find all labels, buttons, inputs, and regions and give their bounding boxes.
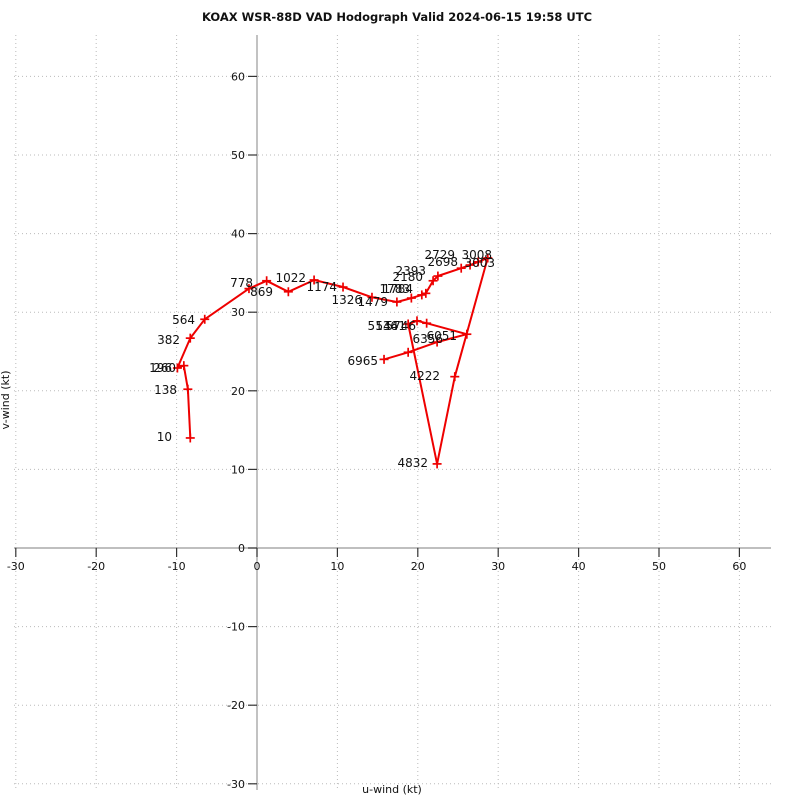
y-tick-label: 40 [231, 228, 245, 241]
y-tick-label: -20 [227, 699, 245, 712]
height-label: 6965 [347, 354, 378, 368]
height-label: 5136 [367, 319, 398, 333]
height-label: 1326 [331, 293, 362, 307]
y-tick-label: 10 [231, 463, 245, 476]
height-label: 2393 [395, 264, 426, 278]
y-tick-label: 20 [231, 385, 245, 398]
height-label: 778 [230, 276, 253, 290]
grid-layer [14, 35, 771, 790]
height-label: 2729 [424, 248, 455, 262]
x-tick-label: -30 [7, 560, 25, 573]
x-tick-label: 50 [652, 560, 666, 573]
x-tick-label: -10 [168, 560, 186, 573]
y-axis-label: v-wind (kt) [0, 371, 12, 430]
y-tick-label: -30 [227, 778, 245, 791]
wind-profile-series [172, 253, 493, 469]
height-label: 260 [153, 361, 176, 375]
x-tick-label: 10 [330, 560, 344, 573]
y-tick-label: 60 [231, 70, 245, 83]
height-label: 3008 [461, 248, 492, 262]
height-label: 3003 [464, 256, 495, 270]
height-label: 4832 [397, 456, 428, 470]
y-tick-label: 0 [238, 542, 245, 555]
height-label: 10 [157, 430, 172, 444]
height-label: 2698 [427, 255, 458, 269]
chart-title: KOAX WSR-88D VAD Hodograph Valid 2024-06… [202, 10, 592, 24]
height-label: 196 [149, 361, 172, 375]
axis-layer [14, 35, 771, 790]
x-tick-label: 40 [572, 560, 586, 573]
x-tick-label: 20 [411, 560, 425, 573]
height-label: 564 [172, 313, 195, 327]
height-label: 1174 [306, 280, 337, 294]
height-label: 4222 [409, 369, 440, 383]
height-label: 2180 [392, 270, 423, 284]
height-label: 1784 [382, 282, 413, 296]
height-label: 6051 [426, 329, 457, 343]
height-label: 138 [154, 383, 177, 397]
x-axis-label: u-wind (kt) [362, 783, 422, 796]
height-label: 6356 [412, 332, 443, 346]
y-tick-label: 50 [231, 149, 245, 162]
height-label: 5746 [385, 319, 416, 333]
y-tick-label: -10 [227, 621, 245, 634]
height-label: 1479 [357, 295, 388, 309]
height-label: 5441 [375, 319, 406, 333]
height-label: 1022 [275, 271, 306, 285]
y-tick-label: 30 [231, 306, 245, 319]
x-tick-label: -20 [87, 560, 105, 573]
height-label: 869 [250, 285, 273, 299]
height-label: 382 [157, 333, 180, 347]
tick-layer: -30 -20 -10 0 10 20 30 40 50 60 60 50 40 30 20 10 0 -10 -2… [7, 70, 747, 790]
x-tick-label: 0 [254, 560, 261, 573]
x-tick-label: 60 [732, 560, 746, 573]
x-tick-label: 30 [491, 560, 505, 573]
height-label: 1783 [379, 282, 410, 296]
